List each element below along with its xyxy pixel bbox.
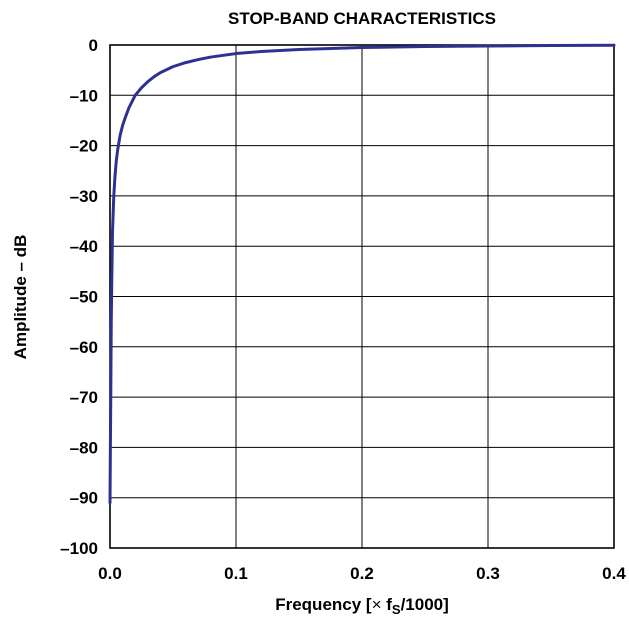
y-tick-labels: 0 –10 –20 –30 –40 –50 –60 –70 –80 –90 –100: [60, 36, 98, 558]
y-tick-label: –50: [70, 288, 98, 307]
y-tick-label: –40: [70, 237, 98, 256]
x-tick-labels: 0.0 0.1 0.2 0.3 0.4: [98, 564, 626, 583]
x-tick-label: 0.0: [98, 564, 122, 583]
y-tick-label: –90: [70, 489, 98, 508]
x-axis-label-f: f: [382, 595, 393, 614]
x-axis-label-prefix: Frequency [: [275, 595, 372, 614]
series-group: [108, 43, 616, 505]
plot-frame: [109, 44, 615, 549]
y-tick-label: –30: [70, 187, 98, 206]
x-tick-label: 0.3: [476, 564, 500, 583]
y-tick-label: –10: [70, 86, 98, 105]
x-tick-label: 0.4: [602, 564, 626, 583]
x-axis-label-subscript: S: [392, 602, 401, 617]
y-axis-label: Amplitude – dB: [11, 235, 30, 360]
grid-lines: [109, 44, 615, 549]
y-tick-label: –70: [70, 388, 98, 407]
x-tick-label: 0.2: [350, 564, 374, 583]
x-axis-label-times: ×: [372, 595, 382, 614]
x-axis-label: Frequency [× fS/1000]: [275, 595, 449, 617]
y-tick-label: –100: [60, 539, 98, 558]
y-tick-label: –20: [70, 137, 98, 156]
chart-title: STOP-BAND CHARACTERISTICS: [228, 9, 496, 28]
x-tick-label: 0.1: [224, 564, 248, 583]
y-tick-label: –80: [70, 438, 98, 457]
y-tick-label: –60: [70, 338, 98, 357]
x-axis-label-suffix: /1000]: [401, 595, 449, 614]
series-line: [108, 43, 616, 505]
y-tick-label: 0: [89, 36, 98, 55]
